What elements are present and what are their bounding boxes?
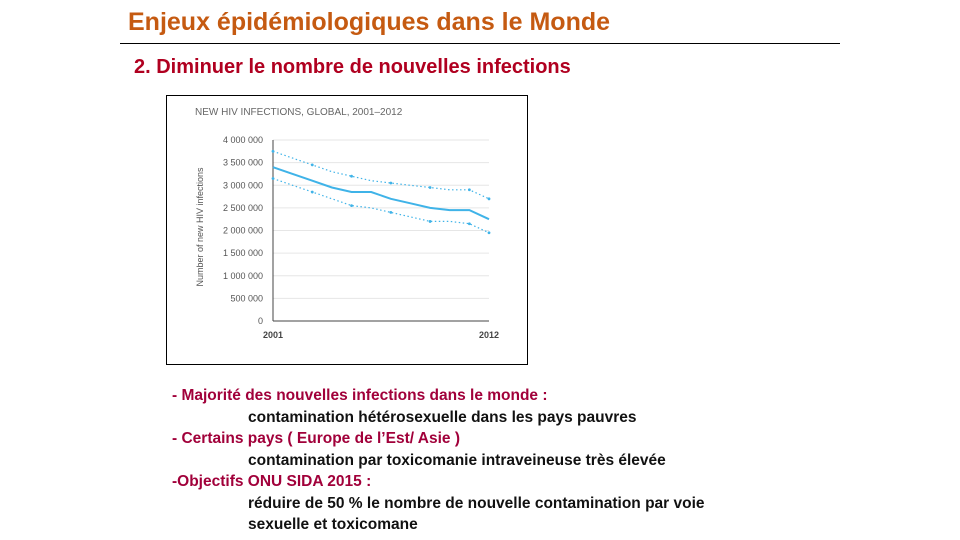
hiv-infections-line-chart: NEW HIV INFECTIONS, GLOBAL, 2001–2012 Nu… xyxy=(195,107,499,340)
series-point xyxy=(428,186,432,189)
x-tick-label: 2001 xyxy=(263,330,283,340)
bullet-list: - Majorité des nouvelles infections dans… xyxy=(172,385,872,536)
bullet-detail: contamination hétérosexuelle dans les pa… xyxy=(248,408,637,426)
series-point xyxy=(487,231,491,235)
bullet-heading: - Majorité des nouvelles infections dans… xyxy=(172,387,548,404)
series-point xyxy=(467,188,471,192)
series-point xyxy=(428,220,432,223)
y-tick-label: 2 000 000 xyxy=(223,226,263,236)
bullet-heading: - Certains pays ( Europe de l’Est/ Asie … xyxy=(172,430,460,447)
series-line-estimate xyxy=(272,166,490,221)
y-axis-label: Number of new HIV infections xyxy=(195,167,205,287)
series-line-bound-1 xyxy=(272,150,490,200)
series-point xyxy=(310,163,314,167)
y-tick-label: 4 000 000 xyxy=(223,135,263,145)
series-point xyxy=(271,177,275,180)
series-point xyxy=(467,222,471,226)
y-tick-label: 3 000 000 xyxy=(223,180,263,190)
bullet-detail: réduire de 50 % le nombre de nouvelle co… xyxy=(248,494,705,512)
series-point xyxy=(350,204,353,208)
x-tick-label: 2012 xyxy=(479,330,499,340)
series-line-bound-2 xyxy=(272,177,490,234)
bullet-detail: contamination par toxicomanie intraveine… xyxy=(248,451,666,469)
slide-title: Enjeux épidémiologiques dans le Monde xyxy=(128,8,611,36)
series-point xyxy=(487,197,491,201)
series-point xyxy=(271,149,275,153)
bullet-detail: sexuelle et toxicomane xyxy=(248,516,418,533)
y-tick-label: 1 500 000 xyxy=(223,248,263,258)
series-point xyxy=(310,190,314,194)
slide-subtitle: 2. Diminuer le nombre de nouvelles infec… xyxy=(134,56,571,78)
chart-title: NEW HIV INFECTIONS, GLOBAL, 2001–2012 xyxy=(195,107,403,118)
y-tick-label: 3 500 000 xyxy=(223,158,263,168)
series-point xyxy=(389,211,393,214)
chart-frame: NEW HIV INFECTIONS, GLOBAL, 2001–2012 Nu… xyxy=(166,95,528,365)
y-tick-label: 1 000 000 xyxy=(223,271,263,281)
y-tick-label: 0 xyxy=(258,316,263,326)
series-point xyxy=(350,174,353,178)
y-tick-label: 500 000 xyxy=(230,293,263,303)
title-divider xyxy=(120,43,840,44)
y-tick-label: 2 500 000 xyxy=(223,203,263,213)
bullet-heading: -Objectifs ONU SIDA 2015 : xyxy=(172,473,372,490)
series-point xyxy=(389,181,393,185)
